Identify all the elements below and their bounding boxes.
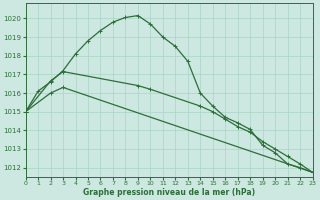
- X-axis label: Graphe pression niveau de la mer (hPa): Graphe pression niveau de la mer (hPa): [83, 188, 255, 197]
